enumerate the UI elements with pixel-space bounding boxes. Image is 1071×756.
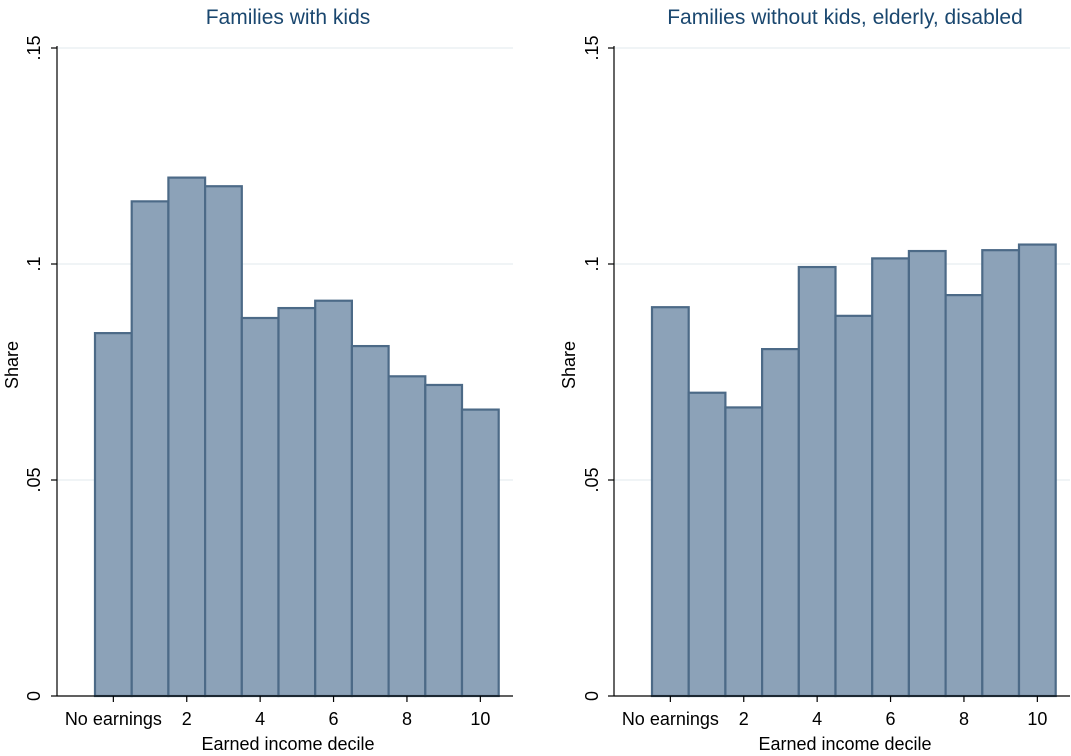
bar [687, 391, 727, 698]
y-tick-label: .15 [24, 35, 44, 60]
bar [944, 294, 984, 698]
x-tick-label: 8 [402, 709, 412, 729]
x-tick-label: 4 [255, 709, 265, 729]
bar [834, 314, 874, 698]
y-tick-label: .15 [582, 35, 602, 60]
x-tick-label: 6 [329, 709, 339, 729]
y-tick-label: .05 [24, 467, 44, 492]
x-tick-label: No earnings [622, 709, 719, 729]
x-tick-label: 10 [1027, 709, 1047, 729]
bar [424, 383, 464, 698]
bar [93, 332, 133, 698]
panel-families-without-kids: Families without kids, elderly, disabled… [559, 6, 1070, 754]
y-axis-label: Share [2, 341, 22, 389]
x-tick-label: 4 [812, 709, 822, 729]
bar [240, 316, 280, 698]
bar [387, 375, 427, 698]
chart-title: Families without kids, elderly, disabled [667, 6, 1023, 29]
bar [204, 185, 243, 698]
x-tick-label: No earnings [65, 709, 162, 729]
bar [760, 348, 800, 698]
x-axis-label: Earned income decile [758, 734, 931, 754]
bar [981, 249, 1021, 698]
y-axis-label: Share [559, 341, 579, 389]
x-tick-label: 2 [739, 709, 749, 729]
y-tick-label: .1 [582, 256, 602, 271]
panel-families-with-kids: Families with kids Earned income decile … [2, 6, 513, 754]
bar [650, 306, 690, 698]
bar [724, 406, 764, 698]
bar [871, 257, 911, 698]
bar [167, 176, 207, 698]
bar [1017, 243, 1057, 698]
x-tick-label: 2 [182, 709, 192, 729]
bar [460, 408, 500, 698]
bar [797, 265, 837, 698]
bar [277, 306, 317, 698]
bar [350, 344, 390, 698]
x-tick-label: 6 [886, 709, 896, 729]
y-tick-label: .05 [582, 467, 602, 492]
y-tick-label: 0 [24, 691, 44, 701]
chart-title: Families with kids [206, 6, 371, 29]
y-tick-label: .1 [24, 256, 44, 271]
x-tick-label: 10 [470, 709, 490, 729]
x-axis-label: Earned income decile [201, 734, 374, 754]
x-tick-label: 8 [959, 709, 969, 729]
y-tick-label: 0 [582, 691, 602, 701]
bar [130, 200, 170, 698]
bar [907, 249, 947, 698]
bar [314, 299, 354, 698]
